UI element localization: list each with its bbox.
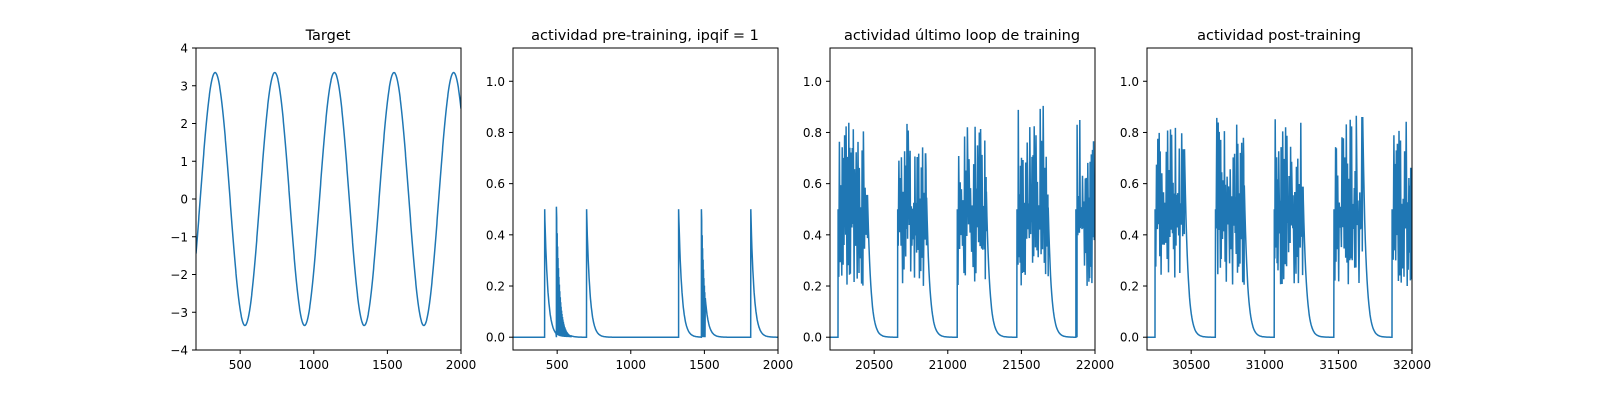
y-tick-label: 1.0 xyxy=(486,75,505,89)
x-tick-label: 22000 xyxy=(1076,358,1114,372)
panel-title-post-training: actividad post-training xyxy=(1197,28,1361,44)
series-line xyxy=(513,206,778,339)
y-tick-label: 0.6 xyxy=(486,177,505,191)
series-line xyxy=(1147,115,1412,338)
y-tick-label: 4 xyxy=(180,42,188,56)
y-tick-label: −2 xyxy=(170,268,188,282)
x-tick-label: 31500 xyxy=(1319,358,1357,372)
x-tick-label: 500 xyxy=(546,358,569,372)
x-tick-label: 31000 xyxy=(1246,358,1284,372)
y-tick-label: 0.8 xyxy=(803,126,822,140)
x-tick-label: 1000 xyxy=(299,358,330,372)
y-tick-label: −1 xyxy=(170,230,188,244)
y-tick-label: 0.0 xyxy=(803,331,822,345)
panel-title-last-training-loop: actividad último loop de training xyxy=(844,28,1080,44)
chart-panel-post-training: actividad post-training 30500 31000 31500 3… xyxy=(1120,28,1431,372)
x-tick-label: 1500 xyxy=(689,358,720,372)
y-tick-label: 1.0 xyxy=(803,75,822,89)
series-line xyxy=(196,71,461,327)
x-tick-label: 1000 xyxy=(616,358,647,372)
panel-title-pre-training: actividad pre-training, ipqif = 1 xyxy=(531,28,759,44)
y-tick-label: 0.4 xyxy=(486,228,505,242)
y-tick-label: −4 xyxy=(170,344,188,358)
x-tick-label: 20500 xyxy=(855,358,893,372)
y-tick-label: 0.0 xyxy=(1120,331,1139,345)
chart-panel-last-training-loop: actividad último loop de training 20500 2… xyxy=(803,28,1114,372)
panel-title-target: Target xyxy=(305,28,351,44)
y-tick-label: 0.4 xyxy=(1120,228,1139,242)
y-tick-label: 0.8 xyxy=(1120,126,1139,140)
y-tick-label: 0.6 xyxy=(1120,177,1139,191)
y-tick-label: 0.4 xyxy=(803,228,822,242)
y-tick-label: 0.8 xyxy=(486,126,505,140)
y-tick-label: 0.0 xyxy=(486,331,505,345)
axes-frame xyxy=(829,47,1096,351)
x-tick-label: 2000 xyxy=(446,358,477,372)
x-tick-label: 1500 xyxy=(372,358,403,372)
y-tick-label: 1 xyxy=(180,155,188,169)
series-line xyxy=(830,105,1095,338)
chart-panel-target: Target 500 1000 1500 2000 −4 −3 −2 −1 0 1 2 3 4 xyxy=(170,28,476,372)
y-tick-label: −3 xyxy=(170,306,188,320)
chart-panel-pre-training: actividad pre-training, ipqif = 1 500 100… xyxy=(486,28,793,372)
y-tick-label: 3 xyxy=(180,79,188,93)
y-tick-label: 1.0 xyxy=(1120,75,1139,89)
x-tick-label: 30500 xyxy=(1172,358,1210,372)
y-tick-label: 2 xyxy=(180,117,188,131)
y-tick-label: 0.2 xyxy=(1120,280,1139,294)
axes-frame xyxy=(1146,47,1413,351)
y-tick-label: 0 xyxy=(180,193,188,207)
y-tick-label: 0.6 xyxy=(803,177,822,191)
y-tick-label: 0.2 xyxy=(486,280,505,294)
x-tick-label: 2000 xyxy=(763,358,794,372)
axes-frame xyxy=(512,47,779,351)
x-tick-label: 21500 xyxy=(1002,358,1040,372)
x-tick-label: 500 xyxy=(229,358,252,372)
x-tick-label: 32000 xyxy=(1393,358,1431,372)
y-tick-label: 0.2 xyxy=(803,280,822,294)
x-tick-label: 21000 xyxy=(929,358,967,372)
